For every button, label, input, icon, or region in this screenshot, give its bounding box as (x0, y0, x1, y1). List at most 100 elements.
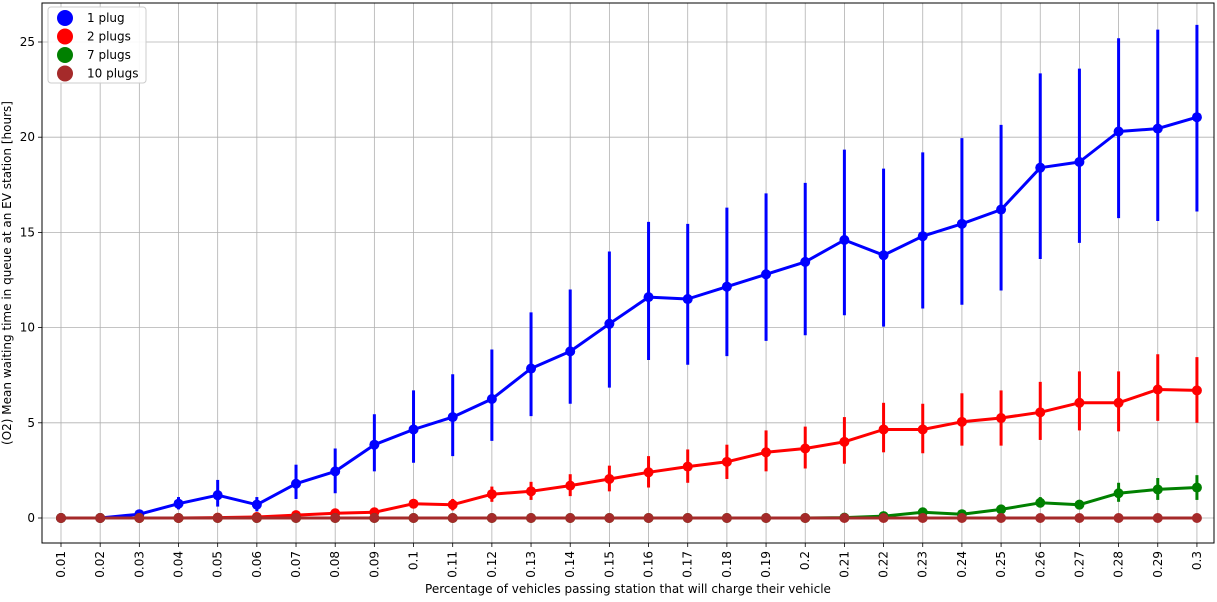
x-tick-label: 0.25 (994, 551, 1008, 578)
tick-layer: 0.01 0.02 0.03 0.04 0.05 0.06 0.07 0.08 0.09 0.1 0… (20, 35, 1204, 578)
data-point (956, 513, 967, 523)
data-point (761, 269, 772, 280)
data-point (408, 424, 419, 435)
data-point (447, 499, 458, 510)
data-point (761, 447, 772, 458)
x-tick-label: 0.29 (1151, 551, 1165, 578)
x-tick-label: 0.06 (250, 551, 264, 578)
data-point (486, 489, 497, 500)
x-tick-label: 0.3 (1190, 551, 1204, 570)
legend-marker (57, 28, 73, 45)
data-point (369, 439, 380, 450)
x-tick-label: 0.04 (172, 551, 186, 578)
data-point (212, 490, 223, 501)
legend-label: 7 plugs (87, 48, 131, 62)
y-tick-label: 10 (20, 321, 35, 335)
data-point (721, 281, 732, 292)
legend-label: 2 plugs (87, 30, 131, 44)
data-point (800, 443, 811, 454)
data-point (721, 456, 732, 467)
data-point (956, 416, 967, 427)
x-tick-label: 0.07 (289, 551, 303, 578)
data-point (173, 513, 184, 523)
x-tick-label: 0.28 (1112, 551, 1126, 578)
data-point (839, 436, 850, 447)
legend-marker (57, 65, 73, 82)
data-point (878, 250, 889, 261)
data-point (721, 513, 732, 523)
y-tick-label: 5 (27, 416, 35, 430)
data-point (1191, 385, 1202, 396)
data-point (1113, 488, 1124, 499)
data-point (682, 513, 693, 523)
data-point (604, 513, 615, 523)
data-point (56, 513, 66, 523)
data-point (447, 513, 458, 523)
data-point (134, 513, 145, 523)
y-axis-label: (O2) Mean waiting time in queue at an EV… (0, 101, 14, 445)
data-point (1113, 513, 1124, 523)
x-tick-label: 0.03 (132, 551, 146, 578)
data-point (251, 499, 262, 510)
data-point (1035, 513, 1046, 523)
data-point (251, 513, 262, 523)
x-tick-label: 0.21 (837, 551, 851, 578)
x-tick-label: 0.1 (407, 551, 421, 570)
data-point (526, 513, 537, 523)
x-tick-label: 0.2 (798, 551, 812, 570)
data-point (1191, 482, 1202, 493)
y-tick-label: 0 (27, 511, 35, 525)
legend: 1 plug 2 plugs 7 plugs 10 plugs (47, 6, 147, 84)
series-line (61, 115, 1198, 520)
data-point (1035, 497, 1046, 508)
data-point (291, 513, 302, 523)
data-point (1152, 384, 1163, 395)
data-point (800, 513, 811, 523)
data-point (682, 294, 693, 305)
legend-box (47, 6, 147, 84)
data-point (878, 424, 889, 435)
x-tick-label: 0.11 (446, 551, 460, 578)
data-point (956, 218, 967, 229)
line-layer (61, 115, 1198, 520)
legend-label: 10 plugs (87, 67, 139, 81)
x-tick-label: 0.18 (720, 551, 734, 578)
x-tick-label: 0.16 (642, 551, 656, 578)
x-tick-label: 0.02 (93, 551, 107, 578)
data-point (1113, 397, 1124, 408)
data-point (565, 346, 576, 357)
data-point (1074, 513, 1085, 523)
data-point (330, 513, 341, 523)
data-point (800, 256, 811, 267)
x-tick-label: 0.24 (955, 551, 969, 578)
x-tick-label: 0.23 (916, 551, 930, 578)
y-tick-label: 20 (20, 130, 35, 144)
data-point (447, 412, 458, 423)
data-point (1191, 112, 1202, 123)
data-point (1035, 407, 1046, 418)
data-point (996, 413, 1007, 424)
data-point (643, 513, 654, 523)
data-point (1152, 484, 1163, 495)
x-axis-label: Percentage of vehicles passing station t… (425, 582, 831, 596)
series-line (61, 486, 1197, 520)
data-point (1074, 499, 1085, 510)
data-point (212, 513, 223, 523)
data-point (839, 235, 850, 246)
x-tick-label: 0.26 (1033, 551, 1047, 578)
x-tick-label: 0.01 (54, 551, 68, 578)
y-tick-label: 15 (20, 225, 35, 239)
data-point (408, 513, 419, 523)
data-point (1191, 513, 1202, 523)
data-point (1035, 162, 1046, 173)
data-point (1152, 513, 1163, 523)
data-point (486, 394, 497, 404)
data-point (526, 486, 537, 497)
x-tick-label: 0.14 (563, 551, 577, 578)
data-point (996, 504, 1007, 515)
x-tick-label: 0.12 (485, 551, 499, 578)
legend-label: 1 plug (87, 11, 125, 25)
data-point (1074, 156, 1085, 167)
data-point (565, 513, 576, 523)
